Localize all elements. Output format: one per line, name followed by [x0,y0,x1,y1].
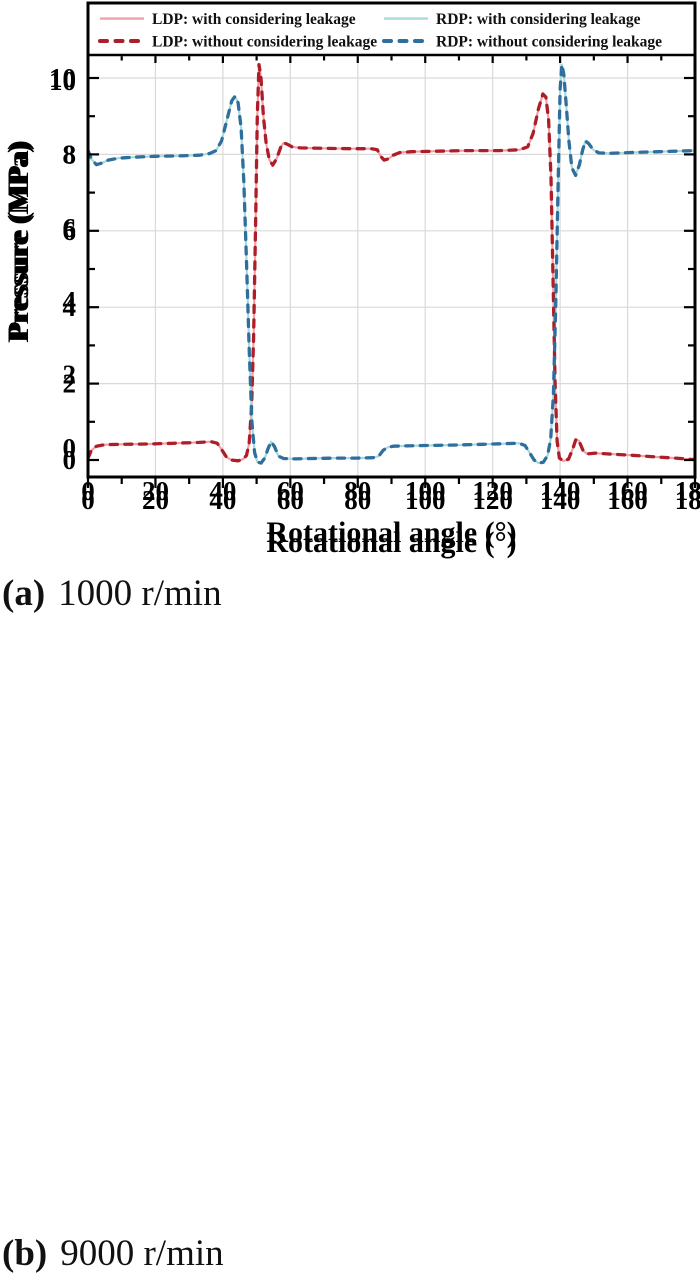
caption-a: (a) 1000 r/min [2,572,222,615]
y-tick-label: 8 [63,139,77,169]
y-tick-label: 0 [63,445,77,475]
x-tick-label: 120 [472,485,513,515]
x-tick-label: 40 [209,485,236,515]
ldp-without-leakage-curve [88,62,695,463]
legend: LDP: with considering leakage RDP: with c… [86,1,697,57]
x-tick-label: 100 [405,485,446,515]
caption-b-text: 9000 r/min [60,1233,224,1274]
y-tick-label: 0 [63,433,77,463]
pressure-chart-9000rpm: LDP: with considering leakage RDP: with c… [2,1,700,559]
y-tick-label: 6 [63,216,77,246]
plot-area [88,3,695,477]
plot-border [86,1,697,479]
x-axis-label: Rotational angle (°) [266,516,516,549]
y-tick-label: 8 [63,139,77,169]
caption-b-label: (b) [2,1233,48,1274]
y-tick-label: 2 [63,360,77,390]
x-axis-label: Rotational angle (°) [266,526,516,559]
legend-entry: LDP: with considering leakage [100,11,356,28]
y-tick-label: 4 [63,286,77,316]
x-tick-label: 0 [81,485,95,515]
y-tick-label: 4 [63,292,77,322]
y-axis-label: Pressure (MPa) [2,140,35,340]
x-tick-label: 60 [277,485,304,515]
y-axis-label: Pressure (MPa) [2,143,35,343]
legend-entry: RDP: with considering leakage [384,11,641,28]
rdp-without-leakage-curve [88,62,695,465]
x-tick-label: 20 [142,485,169,515]
legend-label: RDP: with considering leakage [436,11,641,28]
tick-labels: 0204060801001201401601800246810 [49,63,700,515]
y-tick-label: 6 [63,213,77,243]
caption-a-label: (a) [2,573,46,614]
y-tick-label: 2 [63,369,77,399]
x-tick-label: 160 [607,485,648,515]
axis-ticks [86,56,697,488]
curves [88,62,695,465]
caption-b: (b) 9000 r/min [2,1232,224,1275]
legend-label: LDP: without considering leakage [152,33,377,50]
caption-a-text: 1000 r/min [58,573,222,614]
x-tick-label: 80 [344,485,371,515]
legend-label: RDP: without considering leakage [436,33,662,50]
legend-entry: RDP: without considering leakage [382,33,662,50]
x-tick-label: 0 [81,476,95,506]
y-tick-label: 10 [49,66,76,96]
legend-entry: LDP: without considering leakage [98,33,377,50]
x-tick-label: 140 [540,485,581,515]
y-tick-label: 10 [49,63,76,93]
legend-label: LDP: with considering leakage [152,11,356,28]
x-tick-label: 180 [675,485,700,515]
